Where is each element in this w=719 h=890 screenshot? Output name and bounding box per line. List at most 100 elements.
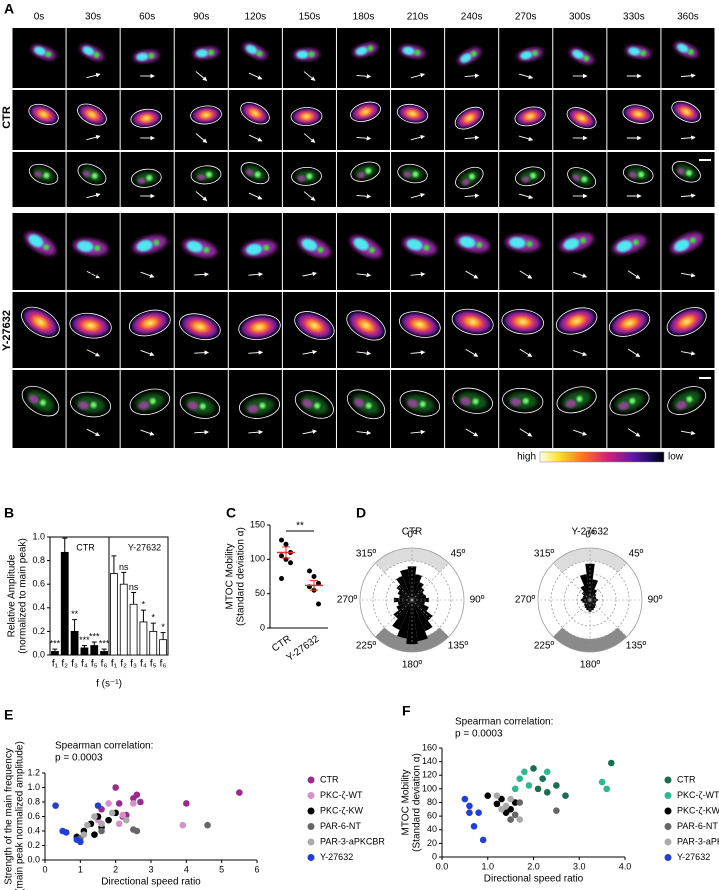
direction-arrow [140,271,155,278]
mtoc-signal [476,241,483,248]
cell-image [671,100,702,123]
cell-image [566,107,597,130]
bar [100,651,108,656]
cell-outline [515,166,546,187]
actin-heat [351,103,380,121]
direction-arrow [410,350,426,355]
data-point [498,795,505,803]
nucleus-signal [616,240,633,252]
data-point [279,537,284,543]
nucleus-signal [462,178,470,186]
cell-outline [608,309,651,337]
rose-bar [590,589,598,600]
x-tick-label: f₃ [130,659,137,670]
rose-bar [412,600,428,642]
legend-label: PAR-3-aPKCBR [677,836,719,846]
cell-image [666,307,707,337]
annotation: p = 0.0003 [55,753,103,764]
cell-outline [238,314,281,341]
image-tile [553,370,607,448]
mtoc-signal [580,237,587,244]
data-point [91,831,98,838]
cell-image [28,163,59,185]
direction-arrow [573,429,588,436]
cell-image [455,166,484,190]
cell-outline [77,103,107,126]
cell-image [350,235,382,258]
legend-marker [664,792,672,799]
rose-bar [399,595,412,600]
rose-bar [397,590,412,600]
x-tick-label: 4 [184,864,189,874]
bar [70,631,79,656]
rose-bar [396,600,412,611]
cell-image [240,162,270,185]
mtoc-signal [412,171,419,178]
annotation: Spearman correlation: [455,717,553,728]
actin-heat [292,108,321,125]
nucleus-signal [353,238,369,251]
y-tick-label: 160 [422,742,437,752]
legend-label: CTR [677,774,696,784]
direction-arrow [410,134,426,141]
direction-arrow [680,272,696,278]
x-tick-label: Y-27632 [285,633,322,663]
cell-outline [294,311,335,341]
data-point [112,784,119,791]
y-axis-label: (normalized to main peak) [18,538,29,654]
actin-heat [454,310,492,334]
nucleus-signal [246,243,263,255]
mtoc-signal [532,50,539,57]
direction-arrow [680,135,696,140]
cell-outline [398,311,441,338]
mtoc-signal [43,244,50,251]
mtoc-signal [148,52,155,59]
cell-image [505,234,541,252]
data-point [279,576,284,582]
cell-image [129,388,171,416]
axes [269,525,328,629]
sector [553,627,627,652]
direction-arrow [519,270,533,279]
image-tile [228,28,282,88]
significance-label: * [161,622,165,632]
x-tick-label: f₂ [120,659,127,670]
colorbar-high: high [517,452,536,463]
data-point [108,809,116,817]
nucleus-signal [407,399,419,408]
legend-marker [307,854,315,861]
mtoc-signal [629,397,636,404]
mtoc-signal [317,246,324,253]
data-point [461,795,469,803]
direction-arrow [410,272,426,277]
nucleus-signal [460,53,472,63]
legend-label: Y-27632 [320,852,353,862]
direction-arrow [519,428,533,437]
cell-outline [566,107,597,130]
x-tick-label: 0.0 [436,861,449,871]
image-tile [336,152,391,207]
y-tick-label: 0.8 [32,555,45,565]
y-tick-label: 60 [427,811,437,821]
cell-image [238,393,281,419]
data-point [179,821,187,829]
cell-outline [130,108,163,128]
nucleus-signal [354,398,365,408]
cell-outline [622,104,654,124]
y-axis-label: (main peak normalized amplitude) [15,741,26,890]
actin-heat [131,311,169,335]
nucleus-signal [196,49,209,58]
cell-image [674,42,699,58]
data-point [502,809,510,817]
time-label: 270s [515,12,537,23]
bar [51,651,59,656]
channel-label: RFP-LIFEACT [15,142,61,149]
nucleus-signal [136,52,149,61]
panel-label: E [4,707,13,723]
cell-image [243,43,267,60]
mtoc-signal [199,403,206,410]
data-point [80,831,88,838]
data-point [307,568,312,574]
direction-arrow [410,429,426,435]
